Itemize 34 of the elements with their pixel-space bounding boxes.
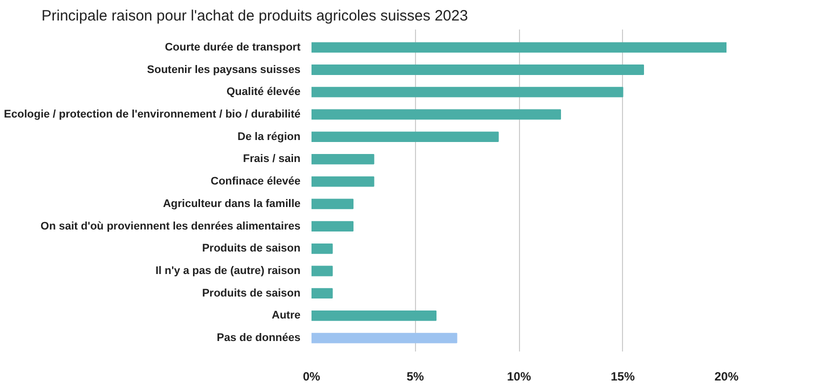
- bar: [312, 109, 561, 120]
- bar: [312, 132, 499, 142]
- bar: [312, 86, 624, 98]
- y-tick-label: Confinace élevée: [210, 176, 300, 188]
- bar: [312, 176, 374, 187]
- bar: [312, 42, 726, 53]
- y-tick-label: Frais / sain: [243, 153, 301, 166]
- y-tick-label: Courte durée de transport: [164, 41, 301, 54]
- bar: [312, 221, 354, 232]
- bar: [312, 154, 374, 164]
- bar: [312, 198, 354, 210]
- x-tick-label: 5%: [406, 370, 424, 384]
- y-tick-label: Produits de saison: [202, 287, 301, 300]
- chart-title: Principale raison pour l'achat de produits agricoles suisses 2023: [42, 8, 468, 24]
- bar: [312, 332, 458, 344]
- y-tick-label: On sait d'où proviennent les denrées alimentaires: [40, 220, 301, 232]
- x-tick-label: 10%: [506, 370, 532, 384]
- bar: [312, 310, 436, 321]
- y-tick-label: Ecologie / protection de l'environnement / bio / durabilité: [4, 108, 300, 120]
- bar: [312, 288, 333, 299]
- y-tick-label: De la région: [238, 130, 301, 143]
- bar: [312, 266, 333, 276]
- y-tick-label: Qualité élevée: [226, 86, 301, 98]
- y-tick-label: Soutenir les paysans suisses: [147, 64, 301, 76]
- y-tick-label: Pas de données: [216, 332, 301, 344]
- y-tick-label: Autre: [272, 310, 301, 322]
- bar: [312, 243, 333, 254]
- y-tick-label: Il n'y a pas de (autre) raison: [155, 265, 301, 277]
- x-tick-label: 15%: [610, 370, 636, 384]
- x-tick-label: 20%: [714, 370, 739, 384]
- y-tick-label: Produits de saison: [202, 242, 301, 255]
- y-tick-label: Agriculteur dans la famille: [162, 198, 301, 210]
- bar: [312, 64, 644, 75]
- x-tick-label: 0%: [302, 370, 320, 384]
